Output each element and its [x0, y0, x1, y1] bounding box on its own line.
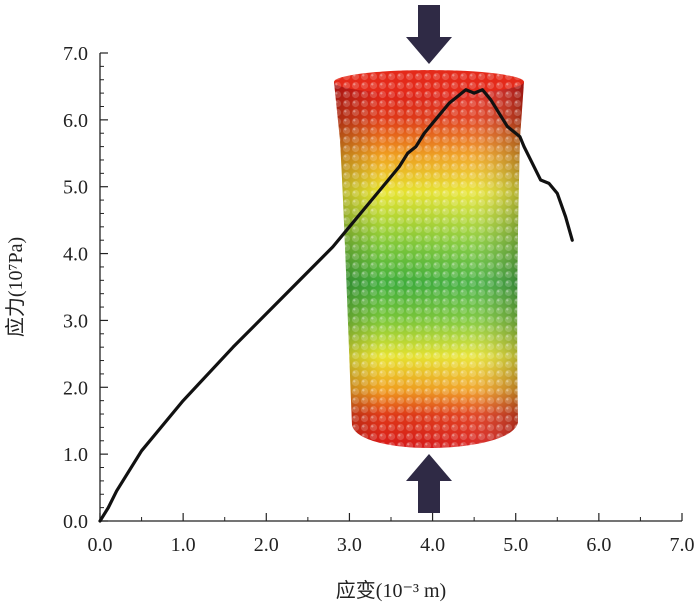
y-tick-label: 7.0: [63, 43, 88, 65]
specimen-top-texture: [334, 70, 524, 94]
load-arrow-top-icon: [406, 5, 452, 64]
x-tick-label: 1.0: [171, 534, 196, 556]
y-ticks: 0.0 1.0 2.0 3.0 4.0 5.0 6.0 7.0: [63, 43, 108, 533]
y-tick-label: 5.0: [63, 177, 88, 199]
stress-strain-line: [98, 88, 574, 523]
y-tick-label: 4.0: [63, 244, 88, 266]
y-tick-label: 1.0: [63, 444, 88, 466]
y-tick-label: 2.0: [63, 377, 88, 399]
x-tick-label: 3.0: [337, 534, 362, 556]
x-tick-label: 7.0: [670, 534, 695, 556]
axes: 0.0 1.0 2.0 3.0 4.0 5.0 6.0 7.0 0.0 1.0 2.0 3.0 4.0…: [63, 43, 695, 556]
series-group: [98, 88, 574, 523]
x-tick-label: 4.0: [420, 534, 445, 556]
load-arrow-bottom-icon: [406, 454, 452, 513]
specimen-inset: [334, 5, 524, 513]
x-tick-label: 6.0: [586, 534, 611, 556]
x-tick-label: 5.0: [503, 534, 528, 556]
y-tick-label: 0.0: [63, 511, 88, 533]
x-tick-label: 2.0: [254, 534, 279, 556]
x-tick-label: 0.0: [88, 534, 113, 556]
y-tick-label: 3.0: [63, 310, 88, 332]
y-axis-title: 应力(10⁷Pa): [4, 237, 27, 337]
specimen-particle-texture: [334, 82, 524, 448]
y-tick-label: 6.0: [63, 110, 88, 132]
x-axis-title: 应变(10⁻³ m): [336, 579, 446, 602]
x-ticks: 0.0 1.0 2.0 3.0 4.0 5.0 6.0 7.0: [88, 513, 695, 556]
